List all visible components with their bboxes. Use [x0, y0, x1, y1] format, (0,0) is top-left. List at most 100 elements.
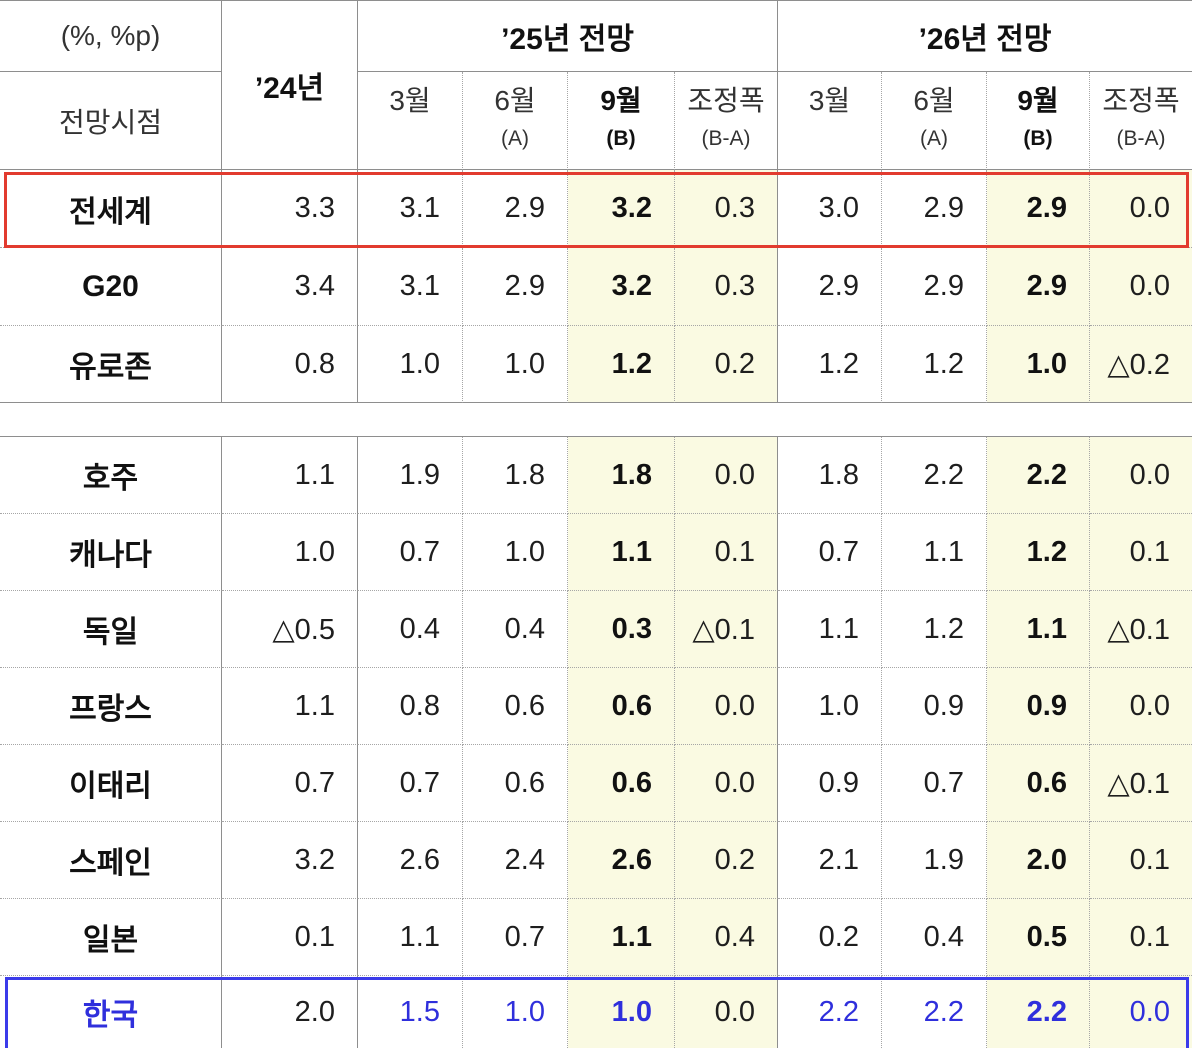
value-2025-jun: 0.4 [463, 591, 568, 668]
value-2025-mar: 0.7 [358, 514, 463, 591]
value-2026-sep: 2.0 [987, 822, 1090, 899]
row-label: 캐나다 [0, 514, 222, 591]
value-2025-jun: 0.7 [463, 899, 568, 976]
column-header-sublabel: (B) [606, 127, 636, 150]
value-2025-jun: 1.0 [463, 514, 568, 591]
value-2025-sep: 2.6 [568, 822, 675, 899]
value-2026-mar: 1.2 [778, 326, 882, 403]
value-2026-sep: 2.9 [987, 170, 1090, 248]
column-header-2025-mar: 3월 [358, 72, 463, 170]
value-2026-adjustment: 0.0 [1090, 668, 1192, 745]
value-2026-sep: 0.9 [987, 668, 1090, 745]
value-2026-jun: 1.9 [882, 822, 987, 899]
value-2024: 1.1 [222, 437, 358, 514]
value-2025-adjustment: 0.0 [675, 745, 778, 822]
value-2025-sep: 1.2 [568, 326, 675, 403]
value-2024: 0.8 [222, 326, 358, 403]
value-2025-jun: 2.9 [463, 248, 568, 326]
value-2024: 2.0 [222, 976, 358, 1048]
value-2026-mar: 3.0 [778, 170, 882, 248]
value-2026-mar: 1.8 [778, 437, 882, 514]
group-header-2025-forecast: ’25년 전망 [358, 0, 778, 72]
value-2026-mar: 2.1 [778, 822, 882, 899]
value-2025-adjustment: 0.2 [675, 822, 778, 899]
group-spacer [0, 403, 1192, 437]
column-header-sublabel: (A) [501, 127, 529, 150]
value-2026-adjustment: △0.1 [1090, 745, 1192, 822]
column-header-label: 9월 [1017, 85, 1059, 116]
column-header-2026-adjustment: 조정폭 (B-A) [1090, 72, 1192, 170]
row-label: 프랑스 [0, 668, 222, 745]
value-2026-adjustment: △0.1 [1090, 591, 1192, 668]
value-2025-jun: 1.8 [463, 437, 568, 514]
value-2025-adjustment: 0.0 [675, 976, 778, 1048]
row-heading-label: 전망시점 [0, 72, 222, 170]
value-2025-sep: 0.6 [568, 745, 675, 822]
column-header-sublabel: (B-A) [1116, 127, 1166, 150]
value-2026-adjustment: 0.0 [1090, 248, 1192, 326]
value-2025-sep: 1.1 [568, 514, 675, 591]
value-2025-mar: 1.5 [358, 976, 463, 1048]
value-2025-sep: 1.8 [568, 437, 675, 514]
value-2026-sep: 2.9 [987, 248, 1090, 326]
column-header-2026-sep: 9월 (B) [987, 72, 1090, 170]
value-2026-sep: 0.5 [987, 899, 1090, 976]
row-label: 전세계 [0, 170, 222, 248]
value-2026-sep: 0.6 [987, 745, 1090, 822]
value-2026-jun: 1.2 [882, 326, 987, 403]
value-2026-sep: 1.1 [987, 591, 1090, 668]
column-header-2025-adjustment: 조정폭 (B-A) [675, 72, 778, 170]
row-label: 일본 [0, 899, 222, 976]
value-2025-adjustment: 0.3 [675, 170, 778, 248]
value-2025-sep: 1.1 [568, 899, 675, 976]
value-2026-jun: 2.9 [882, 248, 987, 326]
value-2025-sep: 3.2 [568, 170, 675, 248]
value-2025-sep: 0.3 [568, 591, 675, 668]
value-2026-adjustment: 0.0 [1090, 170, 1192, 248]
value-2025-sep: 0.6 [568, 668, 675, 745]
column-header-2026-mar: 3월 [778, 72, 882, 170]
value-2025-adjustment: 0.4 [675, 899, 778, 976]
value-2025-mar: 1.9 [358, 437, 463, 514]
value-2024: 3.4 [222, 248, 358, 326]
value-2024: 1.0 [222, 514, 358, 591]
value-2026-mar: 2.2 [778, 976, 882, 1048]
value-2025-mar: 0.4 [358, 591, 463, 668]
column-header-label: 9월 [600, 85, 642, 116]
value-2026-sep: 1.0 [987, 326, 1090, 403]
value-2026-jun: 2.2 [882, 437, 987, 514]
value-2025-mar: 1.0 [358, 326, 463, 403]
value-2025-adjustment: 0.0 [675, 437, 778, 514]
row-label: 이태리 [0, 745, 222, 822]
value-2024: 0.1 [222, 899, 358, 976]
value-2025-mar: 0.7 [358, 745, 463, 822]
value-2026-jun: 1.2 [882, 591, 987, 668]
column-header-2024: ’24년 [222, 0, 358, 170]
column-header-2026-jun: 6월 (A) [882, 72, 987, 170]
value-2025-adjustment: 0.2 [675, 326, 778, 403]
value-2026-jun: 0.9 [882, 668, 987, 745]
value-2025-mar: 3.1 [358, 248, 463, 326]
row-label: 유로존 [0, 326, 222, 403]
value-2025-mar: 1.1 [358, 899, 463, 976]
row-label: 한국 [0, 976, 222, 1048]
value-2025-adjustment: △0.1 [675, 591, 778, 668]
value-2026-sep: 1.2 [987, 514, 1090, 591]
value-2026-adjustment: △0.2 [1090, 326, 1192, 403]
value-2024: 1.1 [222, 668, 358, 745]
value-2024: 0.7 [222, 745, 358, 822]
value-2026-adjustment: 0.1 [1090, 899, 1192, 976]
value-2026-adjustment: 0.0 [1090, 976, 1192, 1048]
value-2025-jun: 0.6 [463, 668, 568, 745]
column-header-2025-jun: 6월 (A) [463, 72, 568, 170]
value-2025-sep: 1.0 [568, 976, 675, 1048]
value-2026-jun: 2.2 [882, 976, 987, 1048]
column-header-label: 3월 [389, 85, 431, 116]
value-2026-sep: 2.2 [987, 437, 1090, 514]
value-2026-jun: 1.1 [882, 514, 987, 591]
value-2026-mar: 1.0 [778, 668, 882, 745]
value-2026-adjustment: 0.1 [1090, 822, 1192, 899]
value-2025-jun: 1.0 [463, 976, 568, 1048]
value-2025-adjustment: 0.3 [675, 248, 778, 326]
value-2025-sep: 3.2 [568, 248, 675, 326]
